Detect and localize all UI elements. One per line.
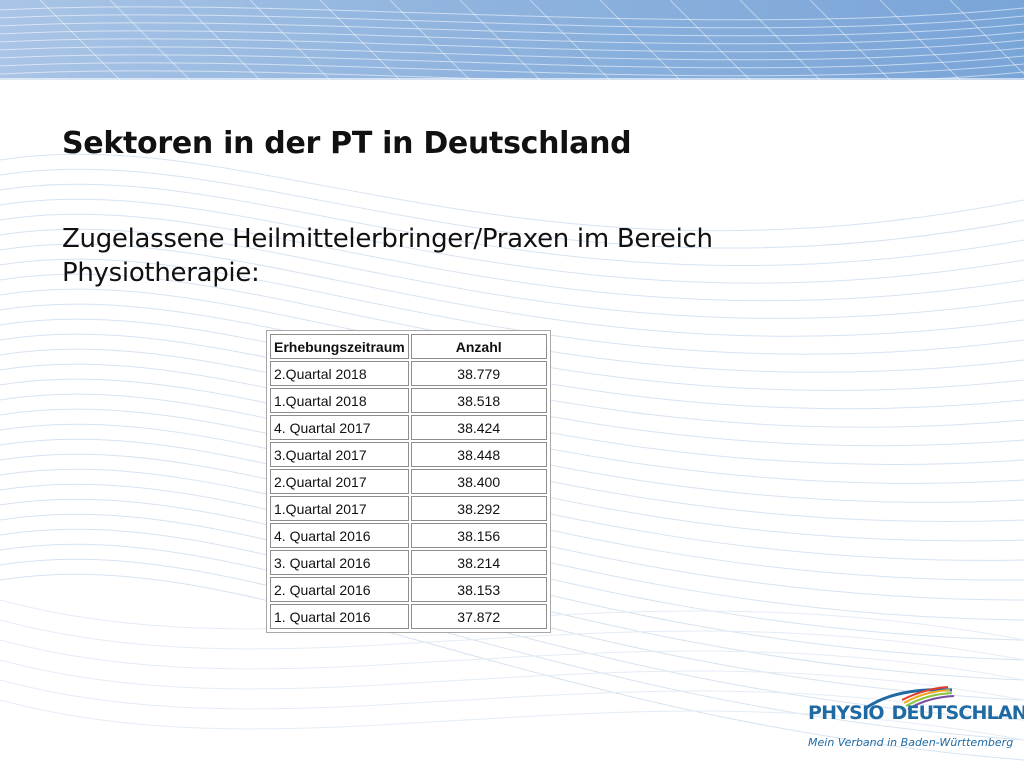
period-cell: 2.Quartal 2018 (270, 361, 409, 386)
period-cell: 1. Quartal 2016 (270, 604, 409, 629)
logo-wordmark: PHYSIO DEUTSCHLAND (808, 702, 1024, 724)
period-cell: 1.Quartal 2018 (270, 388, 409, 413)
logo-brand-left: PHYSIO (808, 702, 885, 724)
column-header-period: Erhebungszeitraum (270, 334, 409, 359)
logo-brand-right: DEUTSCHLAND (891, 702, 1024, 724)
table-row: 1. Quartal 2016 37.872 (270, 604, 547, 629)
period-cell: 4. Quartal 2017 (270, 415, 409, 440)
header-pattern-band (0, 0, 1024, 80)
logo-swoosh-icon (865, 686, 955, 710)
table-row: 2. Quartal 2016 38.153 (270, 577, 547, 602)
count-cell: 38.292 (410, 496, 547, 521)
period-cell: 1.Quartal 2017 (270, 496, 409, 521)
slide-title: Sektoren in der PT in Deutschland (62, 126, 632, 161)
table-row: 4. Quartal 2016 38.156 (270, 523, 547, 548)
table-row: 1.Quartal 2017 38.292 (270, 496, 547, 521)
period-cell: 2.Quartal 2017 (270, 469, 409, 494)
table-row: 2.Quartal 2017 38.400 (270, 469, 547, 494)
table-row: 1.Quartal 2018 38.518 (270, 388, 547, 413)
count-cell: 38.153 (410, 577, 547, 602)
period-cell: 4. Quartal 2016 (270, 523, 409, 548)
count-cell: 38.156 (410, 523, 547, 548)
count-cell: 38.424 (410, 415, 547, 440)
period-cell: 3. Quartal 2016 (270, 550, 409, 575)
count-cell: 38.518 (410, 388, 547, 413)
slide-subtitle: Zugelassene Heilmittelerbringer/Praxen i… (62, 224, 713, 288)
count-cell: 38.779 (410, 361, 547, 386)
table-row: 4. Quartal 2017 38.424 (270, 415, 547, 440)
column-header-count: Anzahl (410, 334, 547, 359)
period-cell: 2. Quartal 2016 (270, 577, 409, 602)
count-cell: 38.400 (410, 469, 547, 494)
table-row: 2.Quartal 2018 38.779 (270, 361, 547, 386)
data-table: Erhebungszeitraum Anzahl 2.Quartal 2018 … (268, 332, 549, 631)
logo-tagline: Mein Verband in Baden-Württemberg (808, 736, 1014, 749)
table-row: 3. Quartal 2016 38.214 (270, 550, 547, 575)
physio-deutschland-logo: PHYSIO DEUTSCHLAND Mein Verband in Baden… (806, 682, 1024, 758)
count-cell: 38.448 (410, 442, 547, 467)
data-table-container: Erhebungszeitraum Anzahl 2.Quartal 2018 … (266, 330, 551, 633)
count-cell: 38.214 (410, 550, 547, 575)
table-header-row: Erhebungszeitraum Anzahl (270, 334, 547, 359)
count-cell: 37.872 (410, 604, 547, 629)
period-cell: 3.Quartal 2017 (270, 442, 409, 467)
table-row: 3.Quartal 2017 38.448 (270, 442, 547, 467)
